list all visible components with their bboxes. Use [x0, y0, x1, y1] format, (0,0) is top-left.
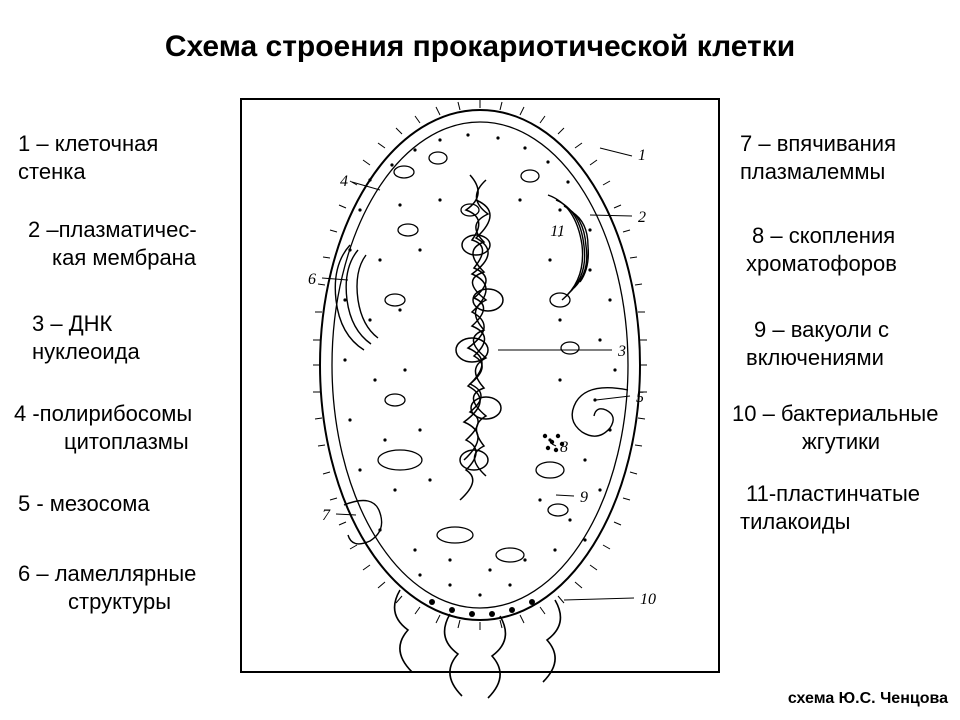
- label-2: 2 –плазматичес- кая мембрана: [28, 216, 197, 271]
- label-6: 6 – ламеллярные структуры: [18, 560, 196, 615]
- svg-text:9: 9: [580, 489, 588, 506]
- label-9: 9 – вакуоли с включениями: [754, 316, 889, 371]
- label-10: 10 – бактериальные жгутики: [732, 400, 938, 455]
- label-8: 8 – скопления хроматофоров: [752, 222, 897, 277]
- label-11: 11-пластинчатые тилакоиды: [746, 480, 920, 535]
- svg-text:11: 11: [550, 223, 565, 240]
- label-1: 1 – клеточная стенка: [18, 130, 158, 185]
- label-7: 7 – впячивания плазмалеммы: [740, 130, 896, 185]
- svg-text:6: 6: [308, 271, 316, 288]
- credit: схема Ю.С. Ченцова: [788, 690, 948, 708]
- svg-text:3: 3: [617, 343, 626, 360]
- svg-text:2: 2: [638, 209, 646, 226]
- svg-text:7: 7: [322, 507, 331, 524]
- label-4: 4 -полирибосомы цитоплазмы: [14, 400, 192, 455]
- label-3: 3 – ДНК нуклеоида: [32, 310, 140, 365]
- label-5: 5 - мезосома: [18, 490, 150, 518]
- svg-text:8: 8: [560, 439, 568, 456]
- svg-text:1: 1: [638, 147, 646, 164]
- svg-text:5: 5: [636, 389, 644, 406]
- svg-text:10: 10: [640, 591, 656, 608]
- svg-text:4: 4: [340, 173, 348, 190]
